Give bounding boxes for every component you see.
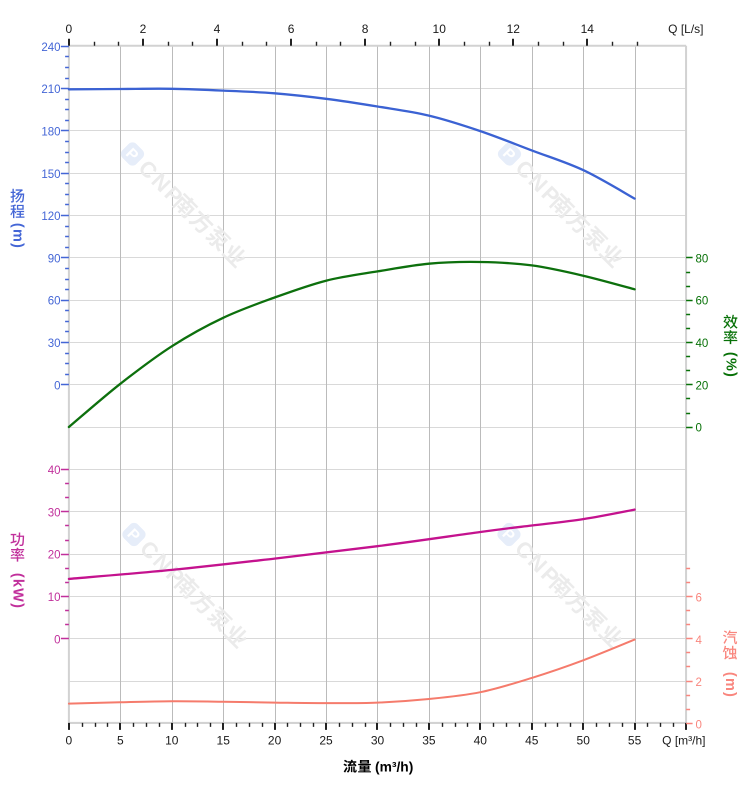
svg-text:240: 240 — [41, 42, 60, 54]
svg-text:30: 30 — [48, 507, 61, 519]
svg-text:210: 210 — [41, 84, 60, 96]
svg-text:35: 35 — [422, 734, 436, 748]
svg-text:40: 40 — [696, 338, 709, 350]
svg-text:0: 0 — [54, 380, 60, 392]
svg-text:20: 20 — [696, 380, 709, 392]
svg-text:120: 120 — [41, 211, 60, 223]
svg-text:5: 5 — [117, 734, 124, 748]
svg-text:2: 2 — [696, 677, 702, 689]
svg-text:8: 8 — [362, 22, 369, 36]
svg-text:80: 80 — [696, 253, 709, 265]
svg-text:6: 6 — [696, 593, 702, 605]
svg-text:0: 0 — [66, 22, 73, 36]
svg-text:30: 30 — [48, 338, 61, 350]
svg-text:20: 20 — [268, 734, 282, 748]
svg-text:40: 40 — [474, 734, 488, 748]
svg-text:30: 30 — [371, 734, 385, 748]
svg-text:(%): (%) — [723, 352, 739, 378]
svg-text:55: 55 — [628, 734, 642, 748]
svg-text:10: 10 — [433, 22, 447, 36]
svg-text:Q [L/s]: Q [L/s] — [668, 22, 703, 36]
svg-text:14: 14 — [581, 22, 595, 36]
svg-text:50: 50 — [577, 734, 591, 748]
svg-text:Q [m³/h]: Q [m³/h] — [662, 734, 705, 748]
svg-text:90: 90 — [48, 253, 61, 265]
svg-text:(kW): (kW) — [10, 573, 26, 609]
svg-text:180: 180 — [41, 126, 60, 138]
svg-text:20: 20 — [48, 550, 61, 562]
svg-text:6: 6 — [288, 22, 295, 36]
svg-text:0: 0 — [696, 719, 702, 731]
svg-text:15: 15 — [217, 734, 231, 748]
svg-text:150: 150 — [41, 169, 60, 181]
svg-text:10: 10 — [165, 734, 179, 748]
svg-text:4: 4 — [214, 22, 221, 36]
svg-text:10: 10 — [48, 592, 61, 604]
svg-text:4: 4 — [696, 635, 703, 647]
svg-text:0: 0 — [66, 734, 73, 748]
svg-text:60: 60 — [696, 296, 709, 308]
svg-text:40: 40 — [48, 465, 61, 477]
svg-text:25: 25 — [319, 734, 333, 748]
svg-text:(m): (m) — [722, 672, 738, 698]
svg-text:60: 60 — [48, 296, 61, 308]
svg-text:45: 45 — [525, 734, 539, 748]
svg-text:(m): (m) — [10, 223, 26, 249]
svg-text:0: 0 — [696, 423, 702, 435]
svg-text:12: 12 — [507, 22, 521, 36]
svg-text:(m³/h): (m³/h) — [375, 760, 413, 775]
svg-text:2: 2 — [140, 22, 147, 36]
svg-text:0: 0 — [54, 634, 60, 646]
